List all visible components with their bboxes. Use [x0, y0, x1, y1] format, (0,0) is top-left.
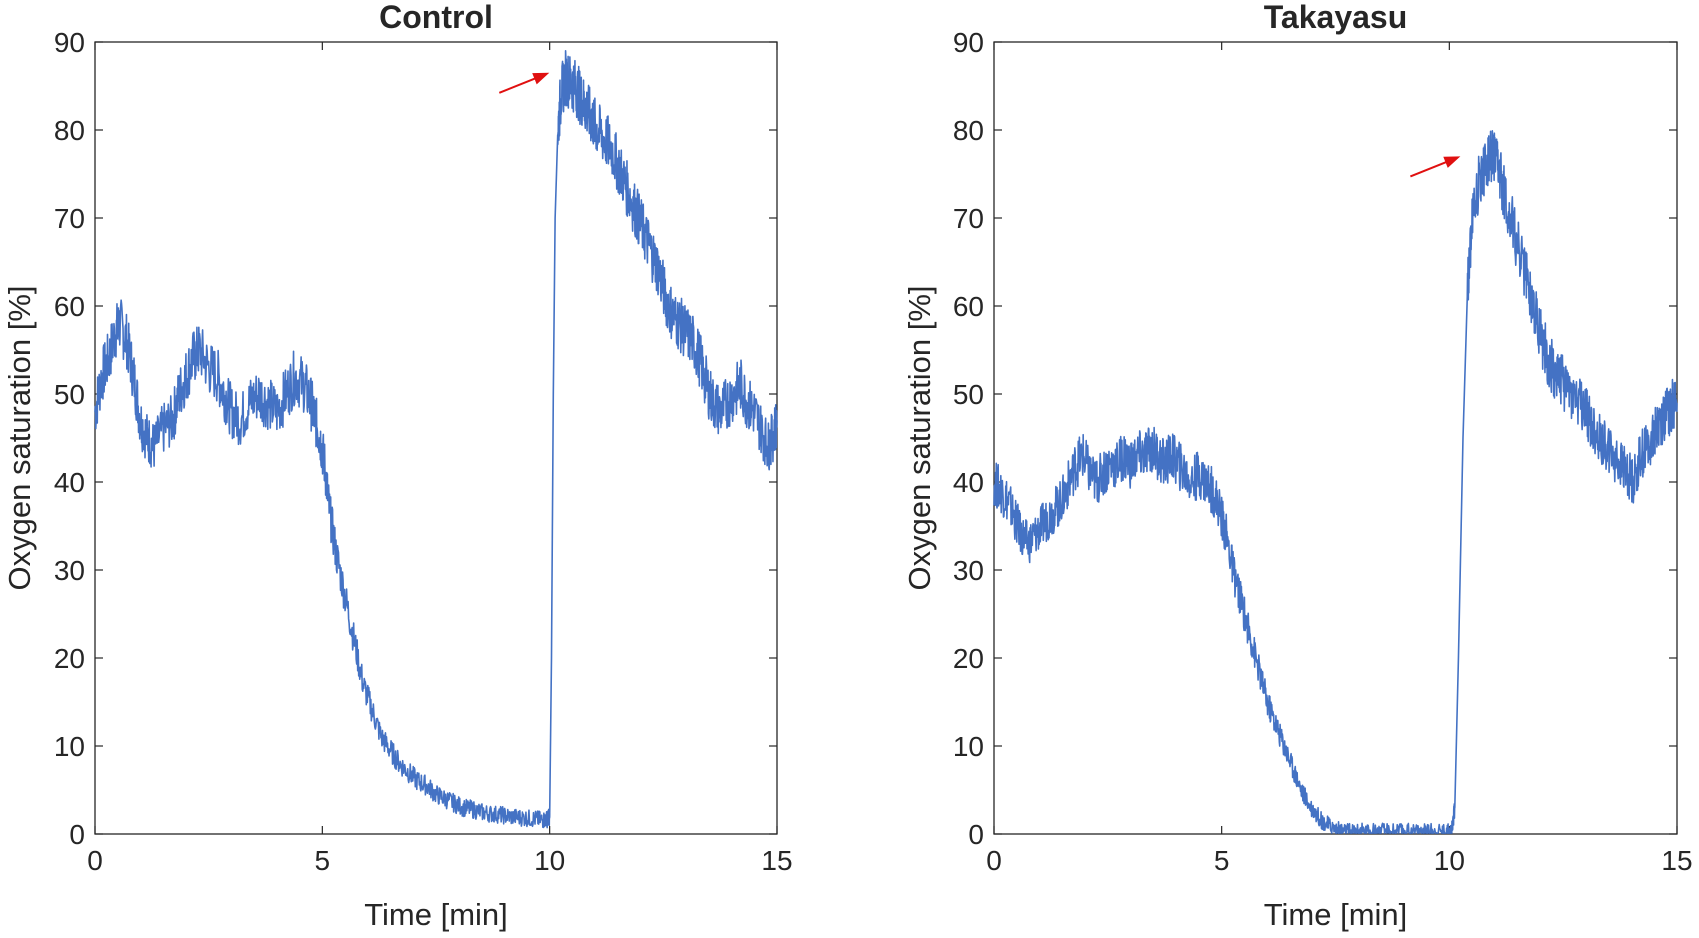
x-tick-label: 15	[761, 845, 792, 876]
y-tick-label: 30	[54, 555, 85, 586]
x-tick-label: 5	[1214, 845, 1230, 876]
y-tick-label: 80	[54, 115, 85, 146]
chart-title: Takayasu	[1264, 0, 1408, 35]
y-tick-label: 40	[953, 467, 984, 498]
y-tick-label: 0	[968, 819, 984, 850]
axes-box	[94, 41, 778, 835]
x-tick-label: 10	[534, 845, 565, 876]
chart-takayasu: Takayasu 0 10 20 30 40 50 60 70 80 90 0 5 10 15 Time [m…	[902, 0, 1693, 932]
x-tick-label: 10	[1434, 845, 1465, 876]
x-tick-label: 0	[87, 845, 103, 876]
series-line	[993, 130, 1678, 834]
y-tick-label: 0	[69, 819, 85, 850]
x-tick-label: 0	[986, 845, 1002, 876]
y-tick-label: 90	[54, 27, 85, 58]
y-axis-label: Oxygen saturation [%]	[902, 286, 937, 591]
x-tick-label: 15	[1661, 845, 1692, 876]
x-tick-label: 5	[315, 845, 331, 876]
series-line	[94, 49, 778, 829]
axes-box	[993, 41, 1678, 835]
y-tick-label: 10	[953, 731, 984, 762]
y-tick-label: 60	[54, 291, 85, 322]
y-tick-label: 70	[953, 203, 984, 234]
peak-arrow-head	[1443, 156, 1461, 168]
y-tick-label: 20	[953, 643, 984, 674]
y-tick-label: 10	[54, 731, 85, 762]
y-tick-label: 50	[953, 379, 984, 410]
y-tick-label: 40	[54, 467, 85, 498]
y-tick-label: 60	[953, 291, 984, 322]
y-tick-label: 30	[953, 555, 984, 586]
y-tick-label: 80	[953, 115, 984, 146]
chart-control: Control 0 10 20 30 40 50 60 70 80 90 0 5 10 15 Time [mi…	[2, 0, 793, 932]
peak-arrow-head	[532, 72, 550, 85]
x-axis-label: Time [min]	[1264, 897, 1408, 932]
x-axis-label: Time [min]	[364, 897, 508, 932]
y-tick-label: 70	[54, 203, 85, 234]
y-tick-label: 50	[54, 379, 85, 410]
y-tick-label: 20	[54, 643, 85, 674]
y-tick-label: 90	[953, 27, 984, 58]
chart-title: Control	[379, 0, 493, 35]
y-axis-label: Oxygen saturation [%]	[2, 286, 37, 591]
